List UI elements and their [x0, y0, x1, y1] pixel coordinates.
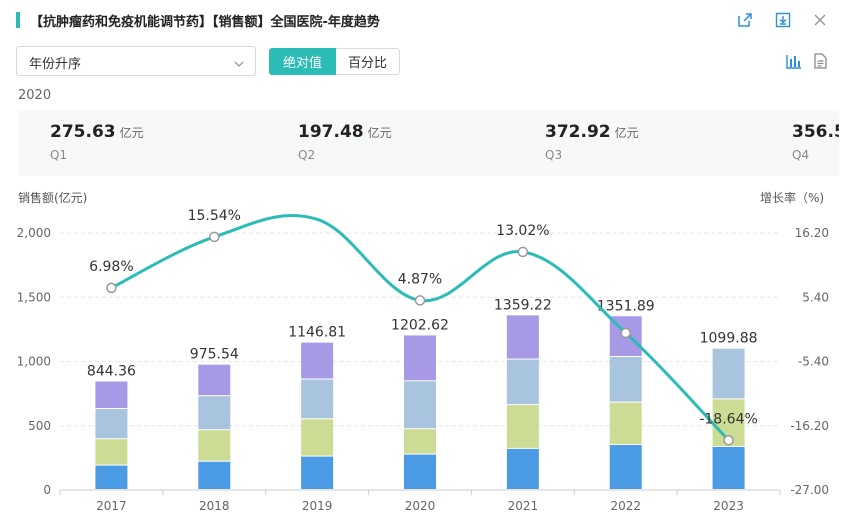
- bar-segment: [712, 446, 745, 489]
- bar-segment: [609, 402, 642, 445]
- bar-segment: [506, 315, 539, 359]
- page-title: 【抗肿瘤药和免疫机能调节药】【销售额】全国医院-年度趋势: [30, 15, 380, 30]
- kpi-value: 275.63: [50, 122, 116, 142]
- download-icon[interactable]: [774, 11, 792, 29]
- y-tick-left: 1,000: [17, 355, 51, 369]
- y-tick-right: -16.20: [790, 419, 829, 433]
- bar-segment: [712, 348, 745, 399]
- y-tick-left: 1,500: [17, 290, 51, 304]
- growth-rate-label: 15.54%: [188, 208, 241, 224]
- bar-segment: [404, 429, 436, 454]
- y-axis-right-title: 增长率（%): [760, 191, 825, 205]
- bar-total-label: 1202.62: [391, 317, 449, 333]
- title-accent-bar: [16, 12, 20, 28]
- bar-segment: [506, 405, 539, 448]
- bar-segment: [404, 335, 436, 381]
- bar-total-label: 1146.81: [288, 325, 346, 341]
- growth-rate-point: [106, 282, 117, 294]
- kpi-unit: 亿元: [367, 126, 392, 140]
- x-tick-label: 2023: [713, 499, 744, 513]
- kpi-q2: 197.48 亿元 Q2: [298, 122, 392, 162]
- growth-rate-point: [723, 435, 734, 446]
- segment-absolute[interactable]: 绝对值: [269, 48, 336, 75]
- bar-segment: [95, 381, 128, 409]
- segment-percent[interactable]: 百分比: [336, 48, 400, 75]
- bar-segment: [198, 364, 231, 396]
- bar-segment: [609, 357, 642, 402]
- kpi-q4: 356.59亿元 Q4: [792, 122, 839, 162]
- bar-segment: [506, 359, 539, 405]
- bar-total-label: 1351.89: [597, 298, 655, 314]
- kpi-label: Q3: [545, 148, 563, 162]
- growth-rate-label: 6.98%: [89, 259, 133, 275]
- bar-segment: [609, 445, 642, 489]
- bar-segment: [198, 461, 231, 489]
- bar-total-label: 844.36: [87, 363, 136, 379]
- bar-segment: [95, 409, 128, 439]
- y-tick-right: -5.40: [798, 355, 829, 369]
- table-view-icon[interactable]: [811, 52, 829, 70]
- kpi-year: 2020: [18, 88, 52, 103]
- growth-rate-label: 13.02%: [496, 223, 549, 239]
- y-tick-right: 16.20: [795, 226, 829, 240]
- x-tick-label: 2022: [610, 499, 641, 513]
- y-tick-right: -27.00: [790, 483, 829, 497]
- kpi-unit: 亿元: [614, 126, 639, 140]
- y-tick-right: 5.40: [802, 290, 829, 304]
- x-tick-label: 2021: [508, 499, 539, 513]
- y-tick-left: 500: [28, 419, 51, 433]
- bar-segment: [95, 439, 128, 465]
- bar-segment: [301, 342, 334, 379]
- kpi-label: Q4: [792, 148, 810, 162]
- close-icon[interactable]: [811, 11, 829, 29]
- x-tick-label: 2019: [302, 499, 333, 513]
- bar-total-label: 975.54: [190, 347, 239, 363]
- kpi-value: 372.92: [545, 122, 611, 142]
- kpi-value: 197.48: [298, 122, 364, 142]
- growth-rate-point: [620, 327, 631, 339]
- bar-segment: [404, 381, 436, 429]
- chart-header: 【抗肿瘤药和免疫机能调节药】【销售额】全国医院-年度趋势: [0, 0, 852, 40]
- sort-select[interactable]: 年份升序: [16, 46, 256, 76]
- y-tick-left: 0: [43, 483, 51, 497]
- bar-total-label: 1099.88: [700, 331, 758, 347]
- kpi-q3: 372.92 亿元 Q3: [545, 122, 639, 162]
- bar-chart-icon[interactable]: [785, 52, 803, 70]
- y-tick-left: 2,000: [17, 226, 51, 240]
- chevron-down-icon: [233, 55, 245, 74]
- sort-select-value: 年份升序: [29, 57, 82, 72]
- bar-segment: [301, 379, 334, 419]
- kpi-label: Q2: [298, 148, 316, 162]
- bar-segment: [301, 456, 334, 489]
- x-tick-label: 2017: [96, 499, 127, 513]
- bar-segment: [198, 430, 231, 461]
- growth-rate-point: [517, 246, 529, 258]
- bar-segment: [404, 454, 436, 489]
- growth-rate-label: 4.87%: [398, 271, 442, 287]
- kpi-label: Q1: [50, 148, 68, 162]
- export-icon[interactable]: [736, 11, 754, 29]
- bar-total-label: 1359.22: [494, 297, 552, 313]
- bar-segment: [301, 419, 334, 456]
- growth-rate-point: [209, 231, 220, 243]
- kpi-q1: 275.63 亿元 Q1: [50, 122, 144, 162]
- bar-segment: [95, 465, 128, 489]
- kpi-value: 356.59: [792, 122, 839, 142]
- bar-segment: [198, 396, 231, 430]
- kpi-unit: 亿元: [119, 126, 144, 140]
- bar-segment: [506, 448, 539, 489]
- y-axis-left-title: 销售额(亿元): [18, 191, 88, 205]
- growth-rate-label: -18.64%: [699, 411, 757, 427]
- growth-rate-point: [414, 295, 426, 306]
- x-tick-label: 2020: [405, 499, 436, 513]
- kpi-panel: 275.63 亿元 Q1 197.48 亿元 Q2 372.92 亿元 Q3 356.…: [18, 110, 839, 176]
- x-tick-label: 2018: [199, 499, 230, 513]
